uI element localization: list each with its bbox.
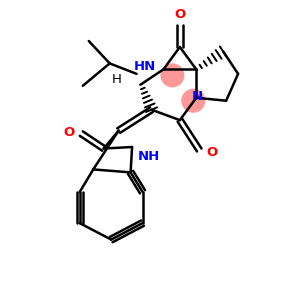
Text: O: O bbox=[207, 146, 218, 160]
Circle shape bbox=[182, 89, 205, 112]
Text: H: H bbox=[112, 73, 122, 86]
Text: NH: NH bbox=[137, 150, 160, 163]
Text: N: N bbox=[192, 90, 203, 103]
Text: O: O bbox=[174, 8, 185, 21]
Text: HN: HN bbox=[134, 61, 156, 74]
Text: O: O bbox=[64, 126, 75, 139]
Circle shape bbox=[161, 64, 184, 87]
